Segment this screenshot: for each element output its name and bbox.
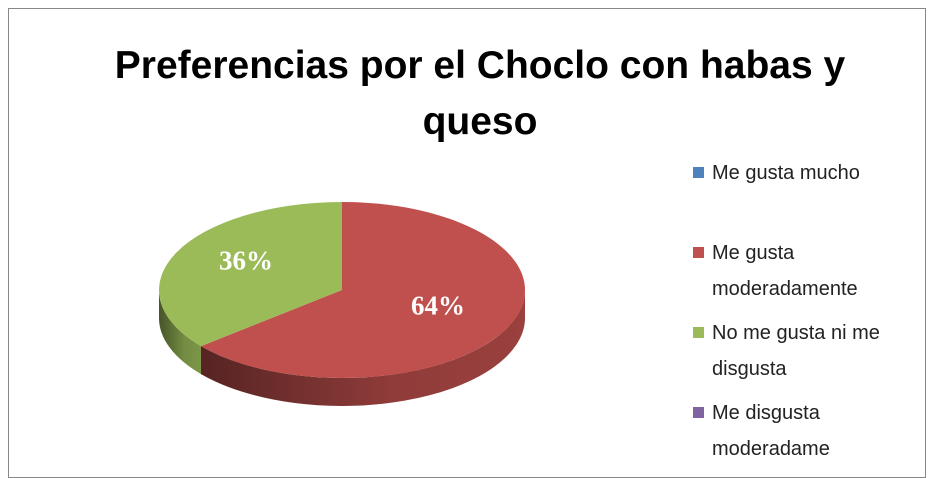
data-label: 64% [411, 291, 465, 321]
slice-side [159, 290, 201, 375]
legend-swatch [693, 327, 704, 338]
slice-side [200, 290, 525, 406]
chart: 64% 36% [158, 202, 525, 406]
slice [200, 202, 525, 378]
legend-entry: No me gusta ni me disgusta [693, 315, 908, 387]
legend-entry: Me disgusta moderadame [693, 395, 908, 467]
legend-label: Me gusta moderadamente [712, 242, 858, 300]
slice [158, 202, 342, 347]
chart-title: Preferencias por el Choclo con habas y q… [114, 44, 846, 143]
legend-swatch [693, 167, 704, 178]
legend-label: Me disgusta moderadame [712, 402, 830, 460]
legend-entry: Me gusta moderadamente [693, 235, 908, 307]
page: Preferencias por el Choclo con habas y q… [8, 8, 926, 478]
data-label: 36% [219, 246, 273, 276]
legend-label: No me gusta ni me disgusta [712, 322, 880, 380]
legend-swatch [693, 407, 704, 418]
legend-swatch [693, 247, 704, 258]
legend-entry: Me gusta mucho [693, 155, 908, 191]
legend-label: Me gusta mucho [712, 162, 860, 184]
